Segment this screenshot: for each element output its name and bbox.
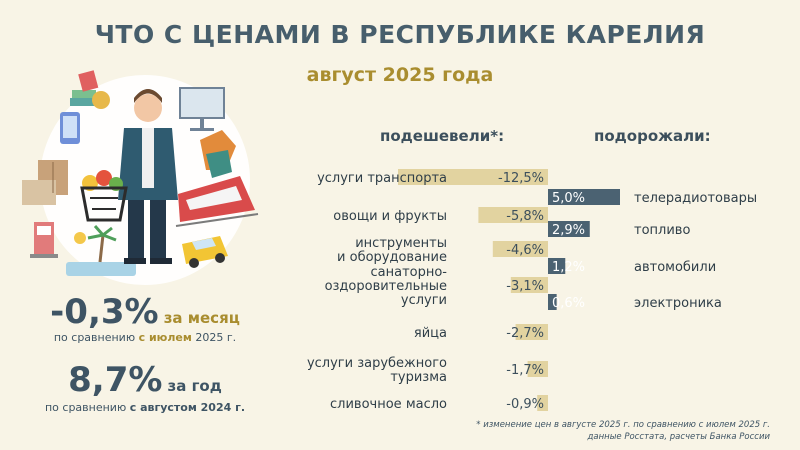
category-label-cheaper-5-1: туризма [390,370,447,385]
money-icon [70,70,110,109]
category-label-cheaper-6-0: сливочное масло [330,397,447,412]
person-icon [118,89,178,264]
phone-icon [60,112,80,144]
value-label-pricier-2: 1,2% [552,260,585,275]
train-icon [175,176,259,227]
bar-cheaper-6 [537,395,548,411]
car-icon [182,236,228,268]
value-label-pricier-0: 5,0% [552,191,585,206]
footnote-line-1: * изменение цен в августе 2025 г. по сра… [476,420,770,430]
bar-cheaper-1 [478,207,548,223]
category-label-pricier-2: автомобили [634,260,716,275]
fuel-pump-icon [30,222,58,258]
category-label-cheaper-3-2: услуги [401,293,447,308]
year-stat: 8,7% за год [0,360,290,400]
tv-icon [179,87,225,131]
wardrobe-icon [22,160,68,205]
value-label-cheaper-1: -5,8% [506,209,544,224]
bar-pricier-3 [548,294,557,310]
bar-pricier-1 [548,221,590,237]
year-stat-unit: за год [167,377,222,395]
month-stat: -0,3% за месяц [0,292,290,332]
year-sub-prefix: по сравнению [44,401,127,414]
bar-cheaper-5 [527,361,548,377]
category-label-cheaper-0-0: услуги транспорта [317,171,447,186]
month-sub-suffix: 2025 г. [195,331,237,344]
year-stat-subtitle: по сравнению с августом 2024 г. [0,401,290,414]
year-stat-value: 8,7% [68,360,163,400]
bar-cheaper-0 [398,169,548,185]
shopping-basket-icon [80,170,128,222]
value-label-pricier-3: 0,6% [552,296,585,311]
value-label-cheaper-2: -4,6% [506,243,544,258]
category-label-cheaper-1-0: овощи и фрукты [333,209,447,224]
value-label-cheaper-6: -0,9% [506,397,544,412]
value-label-cheaper-0: -12,5% [498,171,544,186]
bar-pricier-0 [548,189,620,205]
category-label-cheaper-3-0: санаторно- [370,265,447,280]
bar-cheaper-2 [492,241,548,257]
palm-icon [66,225,136,276]
footnote-line-2: данные Росстата, расчеты Банка России [587,432,771,442]
month-stat-subtitle: по сравнению с июлем 2025 г. [0,331,290,344]
page-subtitle: август 2025 года [306,64,494,86]
category-label-pricier-0: телерадиотовары [634,191,757,206]
bar-cheaper-3 [510,277,548,293]
value-label-pricier-1: 2,9% [552,223,585,238]
month-stat-unit: за месяц [163,309,240,327]
category-label-cheaper-2-0: инструменты [355,236,447,251]
page-title: ЧТО С ЦЕНАМИ В РЕСПУБЛИКЕ КАРЕЛИЯ [94,20,706,49]
column-header-cheaper: подешевели*: [380,127,505,145]
bar-cheaper-4 [515,324,548,340]
value-label-cheaper-3: -3,1% [506,279,544,294]
category-label-cheaper-4-0: яйца [414,326,447,341]
value-label-cheaper-5: -1,7% [506,363,544,378]
category-label-cheaper-5-0: услуги зарубежного [307,356,447,371]
category-label-pricier-3: электроника [634,296,722,311]
month-sub-highlight: с июлем [138,331,192,344]
category-label-cheaper-3-1: оздоровительные [325,279,447,294]
clothes-icon [200,130,236,178]
category-label-cheaper-2-1: и оборудование [337,250,447,265]
bar-pricier-2 [548,258,566,274]
month-stat-value: -0,3% [50,292,159,332]
month-sub-prefix: по сравнению [53,331,136,344]
category-label-pricier-1: топливо [634,223,690,238]
year-sub-highlight: с августом 2024 г. [129,401,246,414]
column-header-pricier: подорожали: [594,127,711,145]
value-label-cheaper-4: -2,7% [506,326,544,341]
